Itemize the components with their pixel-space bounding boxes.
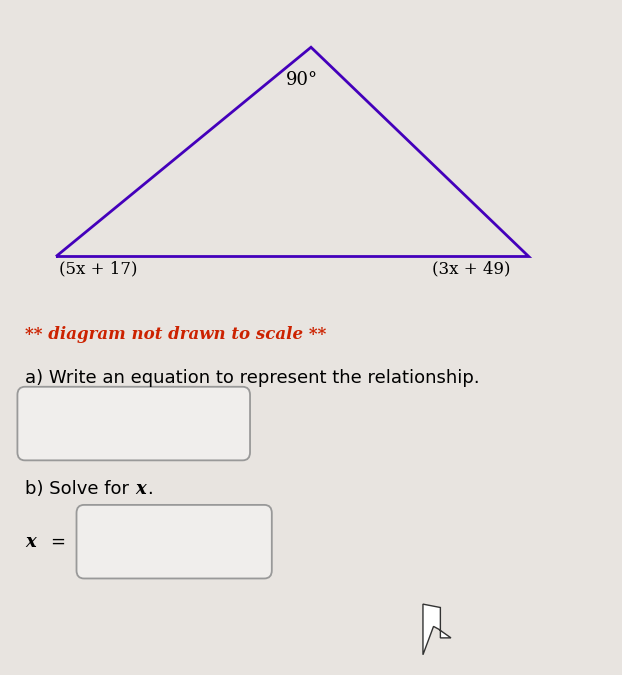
Text: 90°: 90° xyxy=(285,71,318,89)
Text: .: . xyxy=(147,481,153,498)
Polygon shape xyxy=(423,604,451,655)
Text: x: x xyxy=(25,533,35,551)
FancyBboxPatch shape xyxy=(17,387,250,460)
Text: (5x + 17): (5x + 17) xyxy=(59,260,137,277)
Text: (3x + 49): (3x + 49) xyxy=(432,260,510,277)
Text: x: x xyxy=(136,481,146,498)
Text: b) Solve for: b) Solve for xyxy=(25,481,134,498)
Text: a) Write an equation to represent the relationship.: a) Write an equation to represent the re… xyxy=(25,369,480,387)
Text: =: = xyxy=(50,533,65,551)
FancyBboxPatch shape xyxy=(77,505,272,578)
Text: ** diagram not drawn to scale **: ** diagram not drawn to scale ** xyxy=(25,325,327,343)
